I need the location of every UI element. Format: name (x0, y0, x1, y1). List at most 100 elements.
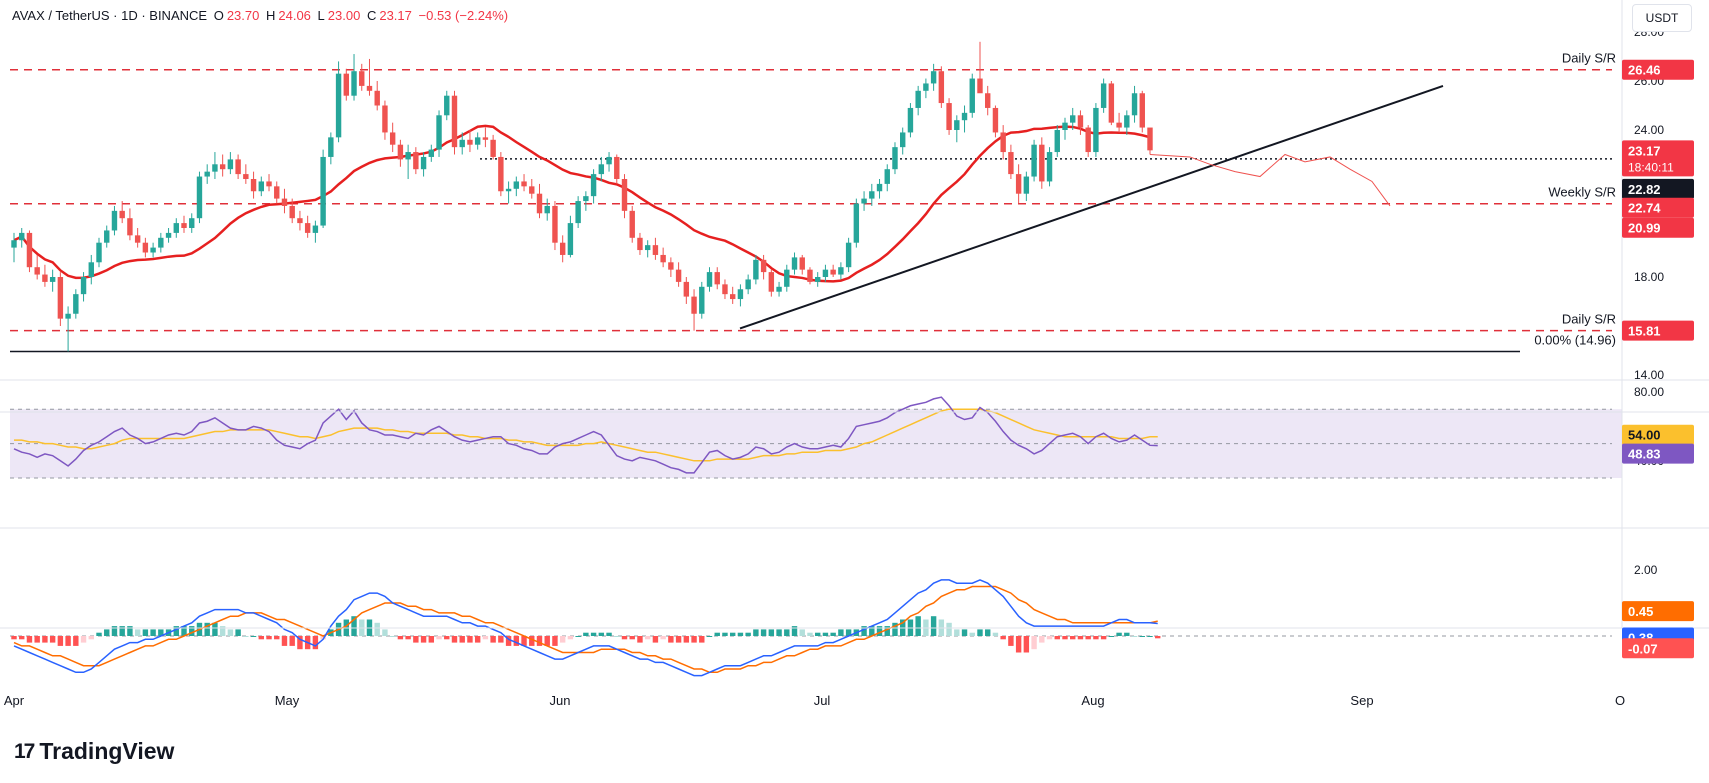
candle-body (784, 269, 790, 287)
candle-body (49, 277, 56, 282)
price-tick-label: 24.00 (1634, 123, 1664, 137)
level-label: Daily S/R (1562, 51, 1616, 66)
axes: 14.0018.0020.0024.0026.0028.0026.4623.17… (0, 0, 1709, 708)
macd-histogram-bar (1070, 636, 1076, 640)
tradingview-wordmark: TradingView (39, 738, 175, 764)
macd-histogram-bar (683, 636, 690, 643)
macd-signal-tag: 0.45 (1628, 604, 1653, 619)
currency-button[interactable]: USDT (1632, 4, 1692, 32)
macd-histogram-bar (204, 622, 210, 636)
macd-histogram-bar (1031, 636, 1037, 650)
macd-histogram-bar (521, 636, 527, 646)
macd-histogram-bar (722, 632, 728, 636)
candle-body (1008, 152, 1014, 175)
macd-histogram-bar (513, 636, 520, 646)
macd-histogram-bar (799, 629, 805, 636)
macd-histogram-bar (977, 629, 983, 636)
candle-body (1147, 127, 1153, 151)
trading-chart[interactable]: Daily S/R Weekly S/R Daily S/R 0.00% (14.96… (0, 0, 1709, 730)
macd-histogram-bar (413, 636, 419, 643)
candle-body (189, 218, 195, 228)
macd-histogram-bar (536, 636, 543, 646)
candle-body (289, 205, 295, 219)
macd-histogram-bar (544, 636, 550, 646)
candle-body (652, 245, 659, 255)
price-tag-20-99-bg (1622, 217, 1694, 238)
candle-body (969, 78, 975, 113)
candle-body (598, 164, 605, 175)
macd-histogram-bar (111, 626, 118, 636)
candle-body (19, 232, 25, 241)
macd-histogram-bar (784, 629, 790, 636)
rsi-tick-label: 80.00 (1634, 385, 1664, 399)
rsi-band (10, 409, 1622, 478)
macd-histogram-bar (930, 616, 937, 636)
macd-histogram-bar (745, 632, 751, 636)
candle-body (575, 201, 581, 224)
candle-body (853, 203, 860, 243)
symbol-title[interactable]: AVAX / TetherUS · 1D · BINANCE (12, 8, 208, 23)
candle-body (34, 267, 40, 275)
macd-histogram-bar (1093, 636, 1099, 640)
candle-body (737, 289, 744, 300)
candle-body (312, 225, 319, 233)
macd-histogram-bar (590, 632, 597, 636)
candle-body (838, 267, 844, 275)
candle-body (1039, 144, 1045, 182)
macd-histogram-bar (1085, 636, 1091, 640)
rsi-tag: 48.83 (1628, 447, 1661, 462)
candle-body (675, 269, 682, 282)
macd-histogram-bar (753, 629, 759, 636)
candle-body (938, 71, 945, 104)
macd-histogram-bar (212, 622, 218, 636)
candle-body (134, 235, 141, 243)
macd-histogram-bar (320, 636, 326, 640)
candle-body (444, 95, 450, 116)
tradingview-logo[interactable]: 17 TradingView (14, 738, 174, 765)
macd-histogram-bar (644, 636, 651, 640)
candle-body (73, 294, 79, 314)
macd-histogram-bar (791, 626, 798, 636)
macd-histogram-bar (583, 632, 589, 636)
candle-body (26, 232, 33, 268)
macd-histogram-bar (876, 626, 883, 636)
candle-body (961, 112, 968, 121)
macd-histogram-bar (737, 632, 744, 636)
macd-histogram-bar (428, 636, 435, 643)
candle-body (760, 259, 767, 273)
candle-body (1100, 83, 1107, 108)
time-tick-label: Apr (4, 693, 25, 708)
candle-body (127, 218, 133, 236)
candle-body (552, 205, 558, 243)
forecast-path (1149, 153, 1391, 207)
macd-histogram-bar (289, 636, 295, 646)
macd-pane (10, 579, 1612, 677)
macd-histogram-bar (706, 636, 713, 637)
macd-histogram-bar (1023, 636, 1030, 653)
candle-body (498, 156, 504, 192)
macd-histogram-bar (946, 622, 952, 636)
macd-histogram-bar (915, 616, 921, 636)
time-tick-label: Jun (550, 693, 571, 708)
candle-body (1062, 122, 1068, 130)
level-label: Daily S/R (1562, 312, 1616, 327)
candle-body (706, 272, 713, 287)
high-label: H (265, 8, 276, 23)
price-pane[interactable]: Daily S/R Weekly S/R Daily S/R 0.00% (14.96… (10, 41, 1616, 353)
macd-histogram-bar (436, 636, 442, 640)
last-price-tag: 23.17 (1628, 143, 1661, 158)
macd-histogram-bar (529, 636, 535, 646)
macd-histogram-bar (274, 636, 280, 640)
candle-body (11, 240, 17, 248)
macd-histogram-bar (845, 629, 852, 636)
candle-body (1070, 115, 1076, 123)
macd-histogram-bar (629, 636, 635, 640)
candle-body (196, 176, 203, 219)
macd-histogram-bar (451, 636, 458, 643)
candle-body (683, 281, 690, 297)
candle-body (714, 272, 720, 285)
macd-histogram-bar (258, 636, 264, 640)
macd-histogram-bar (1046, 636, 1053, 640)
macd-histogram-bar (173, 626, 179, 636)
macd-histogram-bar (992, 632, 999, 636)
